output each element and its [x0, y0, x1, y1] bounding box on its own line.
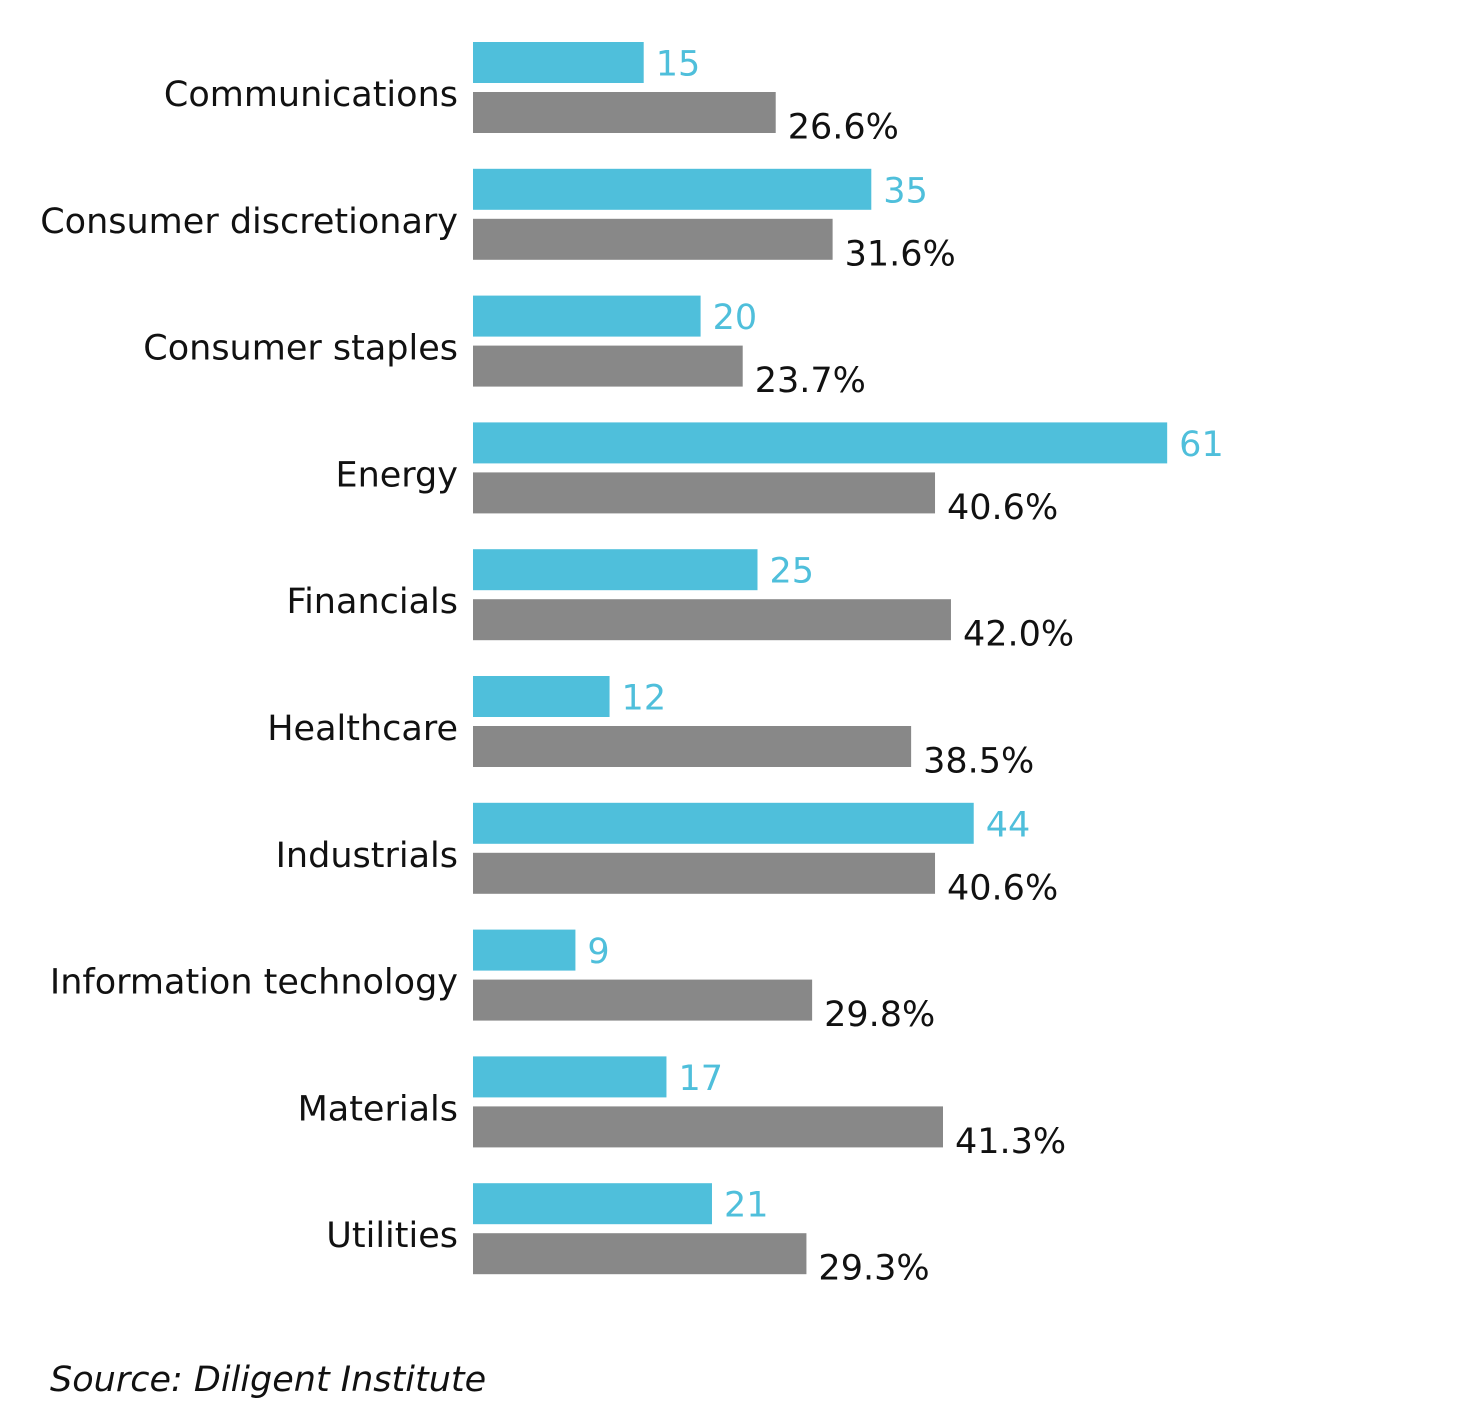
bar-count	[473, 802, 974, 844]
category-label: Energy	[335, 455, 458, 495]
bar-count-label: 21	[724, 1186, 769, 1226]
category-label: Communications	[164, 75, 458, 115]
bar-count-label: 44	[986, 805, 1031, 845]
category-group: Healthcare 12 38.5%	[267, 676, 1034, 782]
bar-count	[473, 422, 1168, 464]
category-label: Information technology	[50, 963, 458, 1003]
bar-percent	[473, 726, 912, 767]
category-group: Consumer discretionary 35 31.6%	[40, 168, 956, 274]
bar-percent	[473, 92, 776, 133]
category-group: Energy 61 40.6%	[335, 422, 1224, 528]
category-group: Utilities 21 29.3%	[326, 1183, 930, 1289]
bar-count	[473, 1183, 712, 1225]
category-group: Communications 15 26.6%	[164, 42, 899, 148]
bar-percent-label: 29.8%	[824, 995, 935, 1035]
bar-percent	[473, 1233, 807, 1275]
bar-count-label: 17	[678, 1059, 723, 1099]
bar-count	[473, 42, 644, 83]
bar-count	[473, 168, 872, 210]
category-group: Consumer staples 20 23.7%	[143, 295, 866, 401]
category-label: Healthcare	[267, 709, 458, 749]
bar-percent	[473, 472, 936, 514]
category-label: Industrials	[276, 836, 458, 876]
bar-percent-label: 38.5%	[923, 742, 1034, 782]
bar-count-label: 12	[622, 679, 667, 719]
bar-percent	[473, 345, 743, 387]
bar-count-label: 9	[587, 932, 609, 972]
bar-percent-label: 41.3%	[955, 1122, 1066, 1162]
category-group: Information technology 9 29.8%	[50, 929, 935, 1035]
source-note: Source: Diligent Institute	[50, 1360, 487, 1400]
bar-percent	[473, 979, 813, 1021]
bar-percent	[473, 218, 833, 260]
bar-count	[473, 929, 576, 971]
bar-count	[473, 295, 701, 337]
bar-percent	[473, 1106, 943, 1148]
bar-count-label: 20	[713, 298, 758, 338]
bar-count-label: 61	[1179, 425, 1224, 465]
category-group: Materials 17 41.3%	[298, 1056, 1066, 1162]
bar-percent-label: 40.6%	[947, 488, 1058, 528]
bar-percent-label: 31.6%	[845, 234, 956, 274]
bar-percent-label: 23.7%	[755, 361, 866, 401]
category-group: Financials 25 42.0%	[287, 549, 1074, 655]
bar-percent	[473, 599, 951, 641]
bar-count	[473, 1056, 667, 1098]
bar-percent-label: 40.6%	[947, 868, 1058, 908]
category-label: Utilities	[326, 1216, 458, 1256]
category-group: Industrials 44 40.6%	[276, 802, 1058, 908]
bar-count-label: 25	[770, 552, 815, 592]
bar-percent	[473, 852, 936, 894]
category-label: Materials	[298, 1089, 458, 1129]
bar-percent-label: 26.6%	[788, 108, 899, 148]
category-label: Financials	[287, 582, 459, 622]
bar-count-label: 15	[656, 45, 701, 85]
bar-count-label: 35	[883, 171, 928, 211]
category-label: Consumer staples	[143, 329, 458, 369]
bar-percent-label: 29.3%	[818, 1249, 929, 1289]
bar-count	[473, 676, 610, 717]
bar-percent-label: 42.0%	[963, 615, 1074, 655]
bar-count	[473, 549, 758, 591]
category-label: Consumer discretionary	[40, 202, 458, 242]
